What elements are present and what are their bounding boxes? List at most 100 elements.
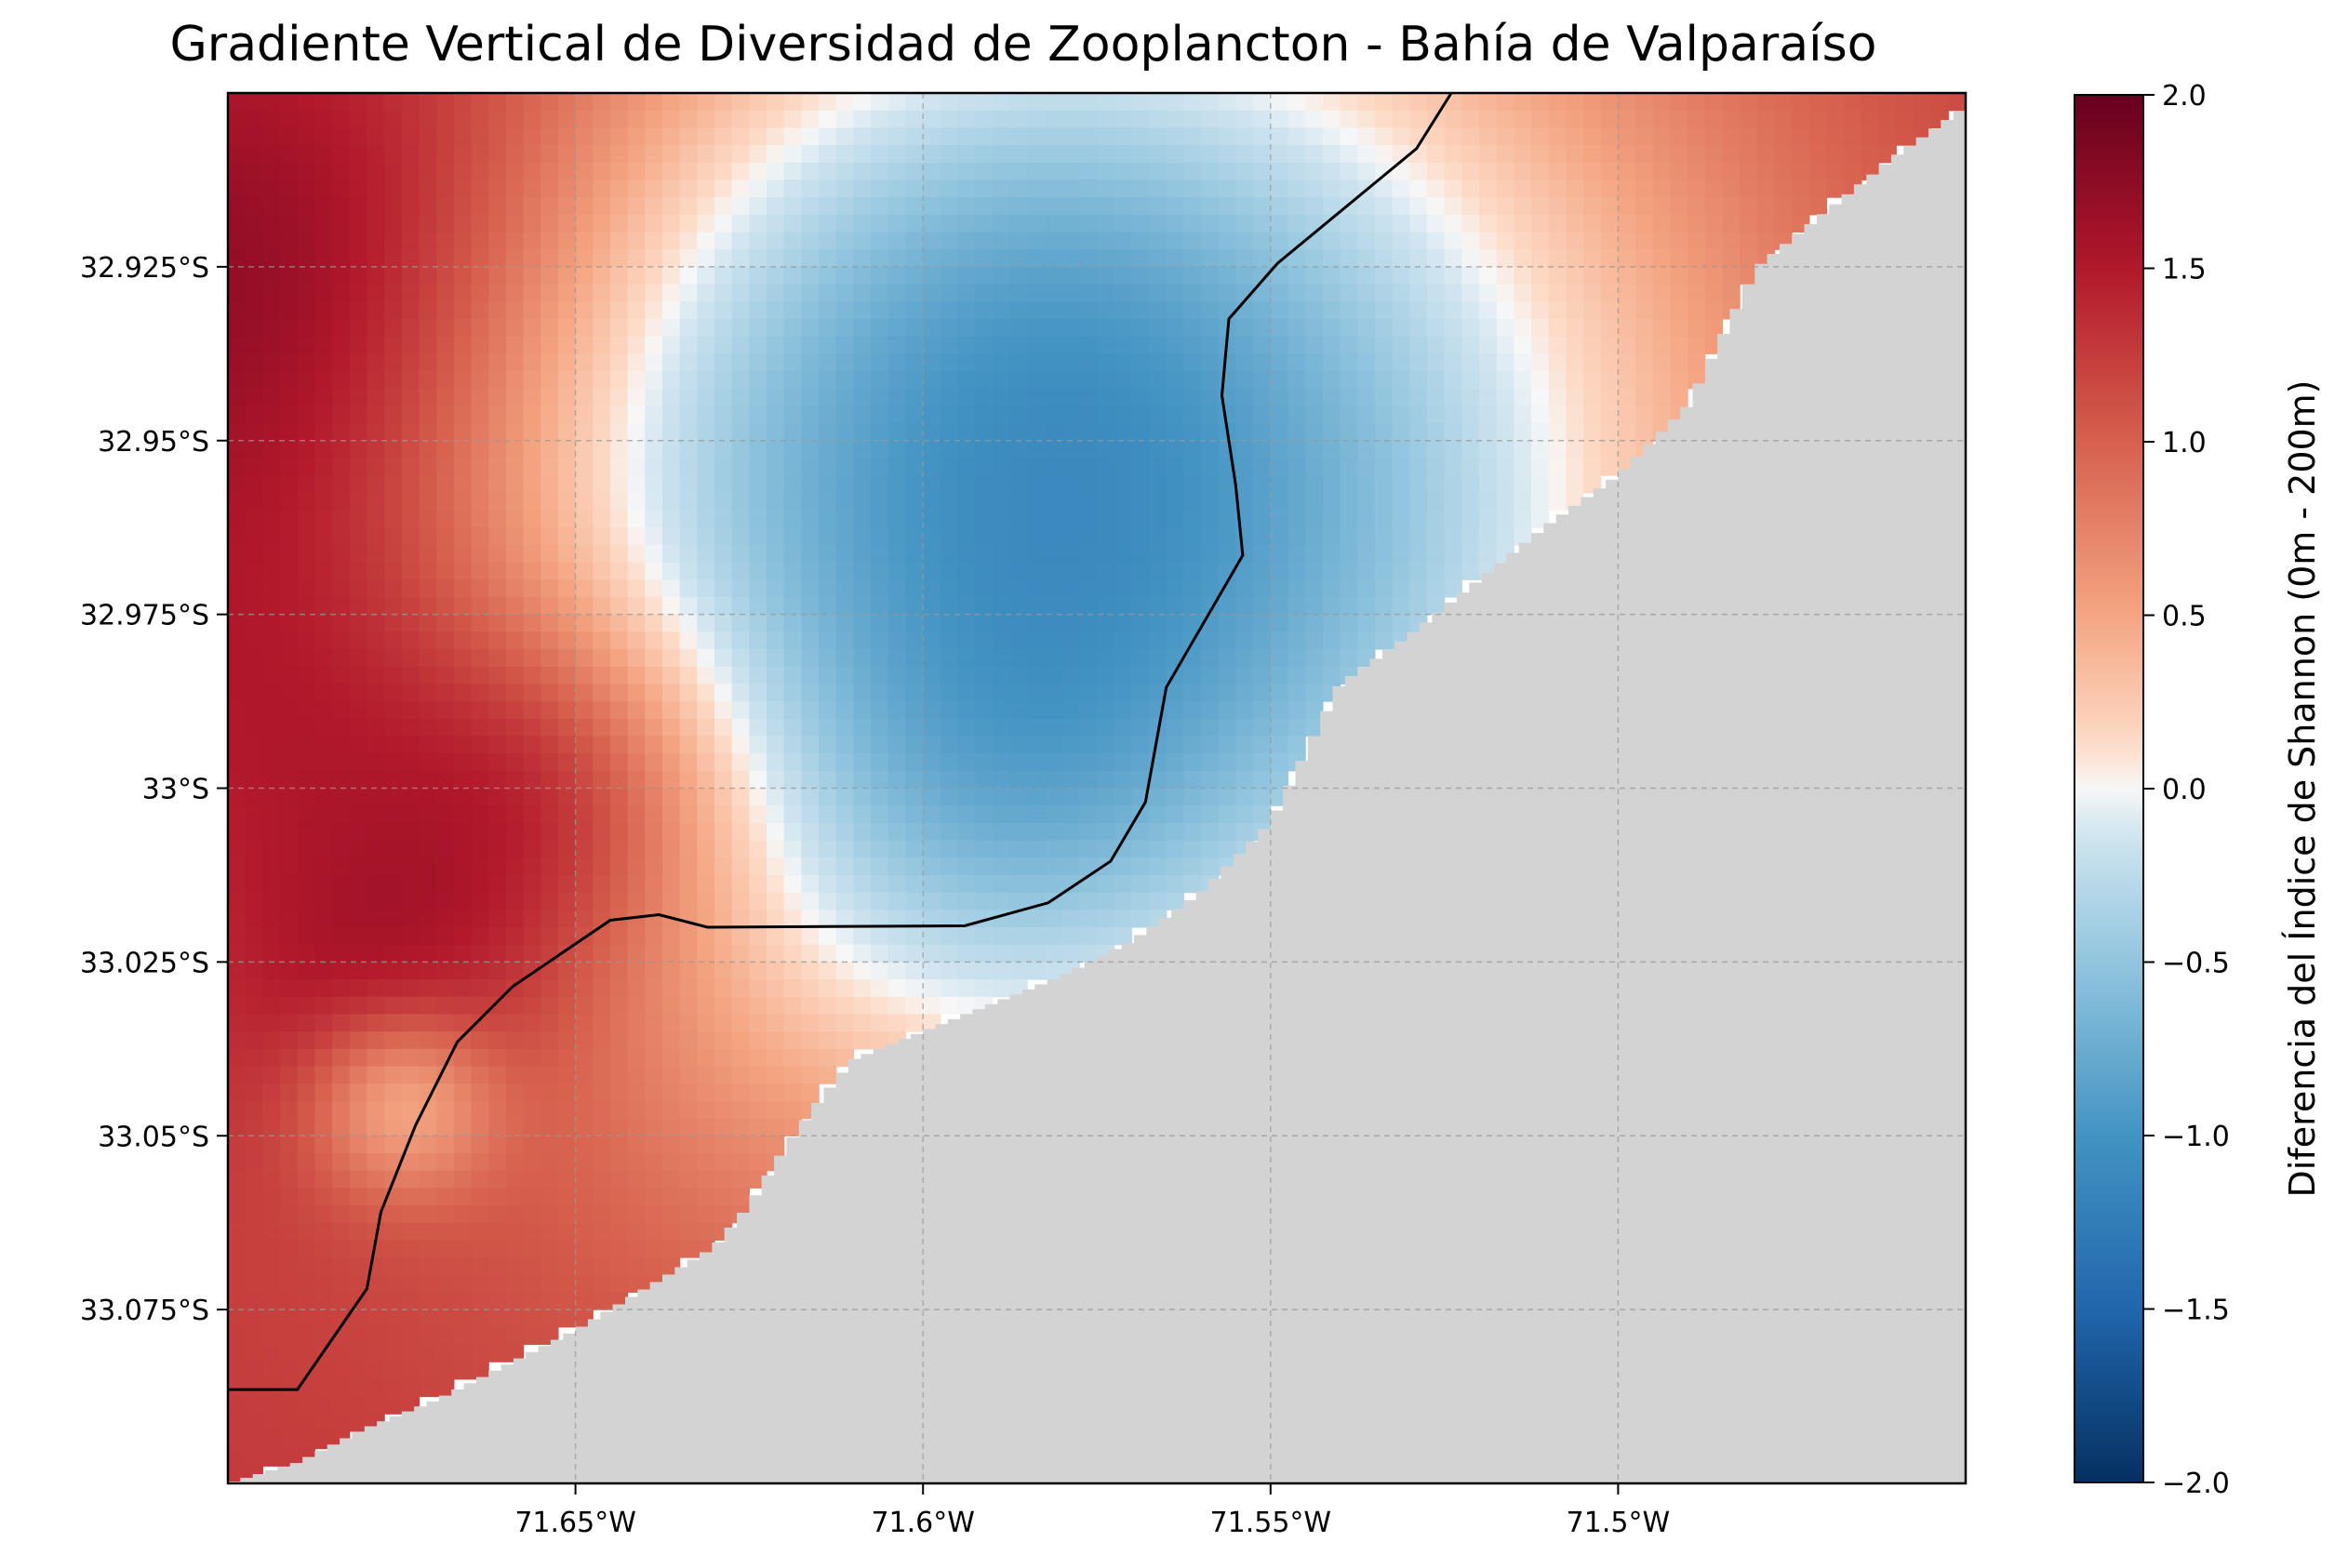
- heatmap-cell: [609, 336, 629, 354]
- heatmap-cell: [1201, 857, 1220, 876]
- heatmap-cell: [1009, 857, 1028, 876]
- heatmap-cell: [627, 475, 646, 494]
- heatmap-cell: [609, 1222, 629, 1241]
- heatmap-cell: [314, 301, 333, 320]
- heatmap-cell: [453, 649, 473, 668]
- heatmap-cell: [384, 1205, 403, 1224]
- heatmap-cell: [887, 249, 907, 268]
- heatmap-cell: [262, 579, 281, 598]
- heatmap-cell: [505, 962, 525, 980]
- heatmap-cell: [975, 145, 994, 164]
- heatmap-cell: [801, 822, 820, 842]
- heatmap-cell: [992, 962, 1011, 980]
- heatmap-cell: [1374, 405, 1394, 424]
- heatmap-cell: [1061, 145, 1080, 164]
- heatmap-cell: [923, 684, 941, 702]
- heatmap-cell: [1635, 145, 1654, 164]
- heatmap-cell: [835, 527, 855, 546]
- heatmap-cell: [767, 1118, 785, 1136]
- heatmap-cell: [887, 910, 907, 928]
- heatmap-cell: [1287, 423, 1306, 442]
- heatmap-cell: [714, 1188, 733, 1206]
- heatmap-cell: [1183, 162, 1202, 181]
- heatmap-cell: [1514, 423, 1532, 442]
- heatmap-cell: [436, 458, 455, 476]
- heatmap-cell: [1531, 249, 1550, 268]
- heatmap-cell: [731, 1136, 750, 1154]
- heatmap-cell: [1114, 544, 1132, 564]
- heatmap-cell: [1618, 388, 1636, 406]
- heatmap-cell: [853, 805, 872, 824]
- heatmap-cell: [1183, 318, 1202, 338]
- heatmap-cell: [871, 475, 889, 494]
- heatmap-cell: [871, 232, 889, 250]
- heatmap-cell: [749, 631, 767, 650]
- heatmap-cell: [1635, 214, 1654, 233]
- heatmap-cell: [505, 1222, 525, 1241]
- heatmap-cell: [714, 197, 733, 216]
- heatmap-cell: [1027, 666, 1046, 684]
- heatmap-cell: [1166, 718, 1184, 737]
- heatmap-cell: [767, 1031, 785, 1050]
- heatmap-cell: [297, 1170, 315, 1189]
- heatmap-cell: [1478, 475, 1498, 494]
- heatmap-cell: [1235, 736, 1254, 754]
- heatmap-cell: [801, 1014, 820, 1032]
- heatmap-cell: [1027, 266, 1046, 286]
- heatmap-cell: [923, 979, 941, 998]
- heatmap-cell: [1670, 162, 1688, 181]
- heatmap-cell: [575, 510, 594, 528]
- heatmap-cell: [228, 874, 247, 894]
- heatmap-cell: [488, 318, 507, 338]
- heatmap-cell: [1149, 371, 1167, 390]
- heatmap-cell: [1652, 197, 1672, 216]
- heatmap-cell: [767, 423, 785, 442]
- heatmap-cell: [1756, 214, 1776, 233]
- heatmap-cell: [297, 614, 315, 632]
- heatmap-cell: [540, 1188, 559, 1206]
- heatmap-cell: [1149, 353, 1167, 372]
- heatmap-cell: [297, 962, 315, 980]
- heatmap-cell: [1201, 492, 1220, 512]
- heatmap-cell: [557, 874, 577, 894]
- heatmap-cell: [783, 701, 803, 720]
- heatmap-cell: [245, 701, 263, 720]
- heatmap-cell: [801, 562, 820, 580]
- heatmap-cell: [262, 1448, 281, 1467]
- heatmap-cell: [1097, 232, 1115, 250]
- heatmap-cell: [1740, 179, 1758, 198]
- heatmap-cell: [1600, 249, 1619, 268]
- heatmap-cell: [245, 371, 263, 390]
- heatmap-cell: [401, 892, 420, 910]
- heatmap-cell: [1374, 353, 1394, 372]
- heatmap-cell: [731, 684, 750, 702]
- heatmap-cell: [714, 927, 733, 946]
- heatmap-cell: [662, 145, 681, 164]
- heatmap-cell: [1409, 544, 1428, 564]
- heatmap-cell: [645, 266, 663, 286]
- heatmap-cell: [645, 353, 663, 372]
- heatmap-cell: [593, 701, 611, 720]
- heatmap-cell: [471, 1205, 489, 1224]
- heatmap-cell: [1027, 857, 1046, 876]
- heatmap-cell: [1201, 822, 1220, 842]
- heatmap-cell: [401, 736, 420, 754]
- heatmap-cell: [783, 423, 803, 442]
- heatmap-cell: [401, 1222, 420, 1241]
- heatmap-cell: [1340, 93, 1358, 112]
- heatmap-cell: [749, 527, 767, 546]
- heatmap-cell: [540, 701, 559, 720]
- heatmap-cell: [767, 788, 785, 806]
- heatmap-cell: [262, 857, 281, 876]
- heatmap-cell: [505, 1083, 525, 1102]
- heatmap-cell: [575, 1118, 594, 1136]
- heatmap-cell: [975, 805, 994, 824]
- heatmap-cell: [853, 979, 872, 998]
- heatmap-cell: [714, 1152, 733, 1172]
- heatmap-cell: [905, 249, 924, 268]
- heatmap-cell: [783, 301, 803, 320]
- heatmap-cell: [609, 736, 629, 754]
- heatmap-cell: [505, 162, 525, 181]
- heatmap-cell: [1548, 405, 1567, 424]
- heatmap-cell: [1496, 371, 1514, 390]
